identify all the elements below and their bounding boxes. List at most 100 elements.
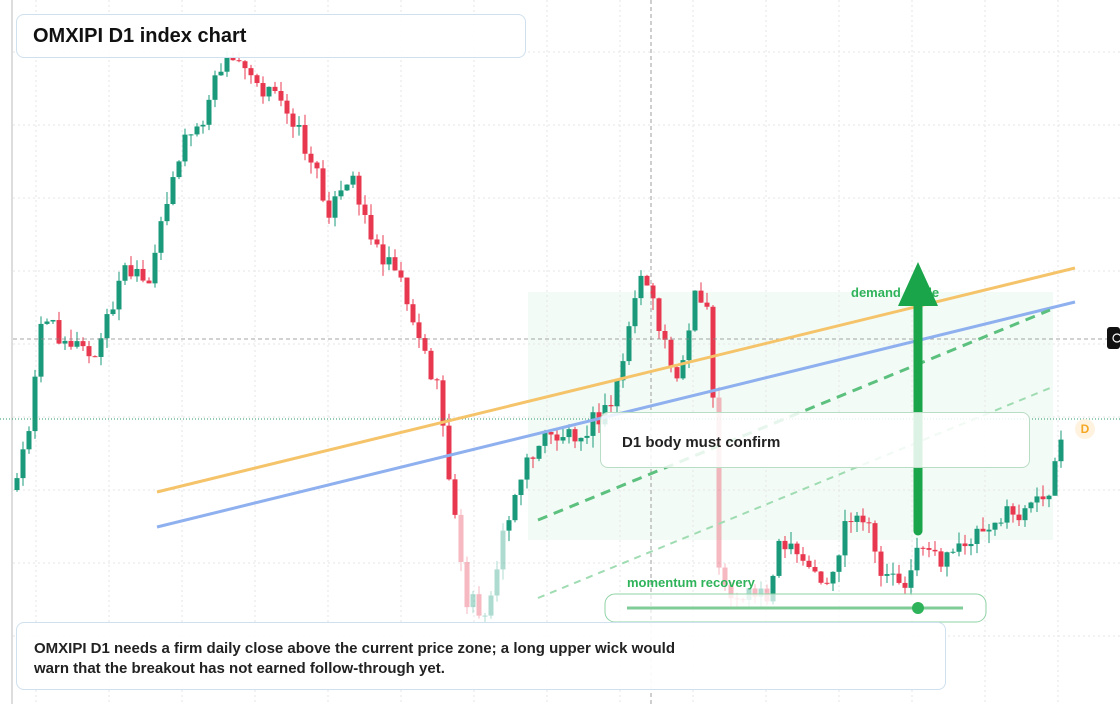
candle-body (860, 515, 866, 523)
candle-body (350, 175, 356, 185)
candle-body (158, 221, 164, 253)
candle (314, 161, 320, 179)
candle-body (674, 367, 680, 379)
candle-body (998, 522, 1004, 524)
candle (896, 564, 902, 585)
candle (212, 70, 218, 108)
candle-body (20, 449, 26, 479)
candle (884, 563, 890, 584)
candle-body (980, 528, 986, 532)
candle (50, 319, 56, 325)
candle-body (368, 214, 374, 240)
candle-body (662, 330, 668, 340)
candle-body (434, 379, 440, 381)
candle (290, 108, 296, 138)
candle-body (290, 113, 296, 127)
candle-body (74, 341, 80, 347)
candle (164, 192, 170, 226)
candle (380, 235, 386, 276)
candle-body (32, 376, 38, 432)
candle (260, 76, 266, 104)
candle (32, 369, 38, 439)
candle-body (530, 457, 536, 459)
candle (284, 93, 290, 124)
candle (662, 324, 668, 349)
candle (674, 365, 680, 382)
candle-body (326, 200, 332, 218)
candle (524, 453, 530, 489)
candle (842, 509, 848, 567)
candle (686, 323, 692, 369)
candle-body (578, 437, 584, 442)
momentum-knob (912, 602, 924, 614)
candle-body (422, 338, 428, 351)
candle (578, 437, 584, 451)
candle-body (704, 302, 710, 307)
candle (116, 271, 122, 321)
candle (194, 123, 200, 137)
candle (38, 316, 44, 383)
candle (392, 249, 398, 271)
candle-body (104, 314, 110, 339)
candle (908, 559, 914, 596)
candle-body (788, 543, 794, 550)
candle-body (92, 356, 98, 358)
candle (830, 571, 836, 592)
candle-body (500, 530, 506, 570)
candle-body (854, 515, 860, 522)
candle-body (428, 350, 434, 380)
candle (152, 244, 158, 288)
candle-body (626, 326, 632, 362)
candle-body (188, 134, 194, 136)
candle (452, 474, 458, 519)
candle-body (488, 595, 494, 616)
candle-body (1046, 495, 1052, 500)
candle (872, 520, 878, 564)
candle (350, 171, 356, 188)
candle-body (1016, 514, 1022, 521)
candle-body (890, 573, 896, 575)
candle-body (782, 540, 788, 550)
candle-body (296, 125, 302, 127)
candle-body (896, 573, 902, 583)
candle (806, 555, 812, 569)
candle-body (362, 204, 368, 215)
candle (530, 456, 536, 469)
candle-body (458, 514, 464, 563)
candle-body (836, 555, 842, 572)
candle-body (752, 588, 758, 597)
candle-body (908, 570, 914, 588)
candle (26, 426, 32, 454)
candle-body (416, 322, 422, 339)
candle (146, 277, 152, 284)
candle-body (956, 543, 962, 552)
candle (494, 560, 500, 602)
candle-body (590, 412, 596, 436)
candle-body (272, 86, 278, 92)
candle (440, 375, 446, 437)
candle (86, 340, 92, 364)
candle (1022, 505, 1028, 527)
candle-body (1040, 496, 1046, 500)
candle (470, 590, 476, 614)
candle (926, 541, 932, 558)
candle (836, 554, 842, 583)
candle-body (218, 71, 224, 76)
candle-body (308, 153, 314, 163)
candle-body (464, 562, 470, 608)
candle-body (518, 479, 524, 495)
candle-body (716, 397, 722, 568)
candle (434, 377, 440, 390)
candle-body (266, 86, 272, 97)
candle-body (248, 68, 254, 76)
candle-body (1022, 508, 1028, 521)
candle-body (554, 434, 560, 441)
candle-body (182, 134, 188, 162)
candle-body (758, 588, 764, 597)
candle-body (650, 285, 656, 299)
candle (134, 260, 140, 282)
candle (308, 146, 314, 174)
candle-body (200, 124, 206, 127)
candle-body (722, 567, 728, 585)
candle-body (698, 290, 704, 303)
